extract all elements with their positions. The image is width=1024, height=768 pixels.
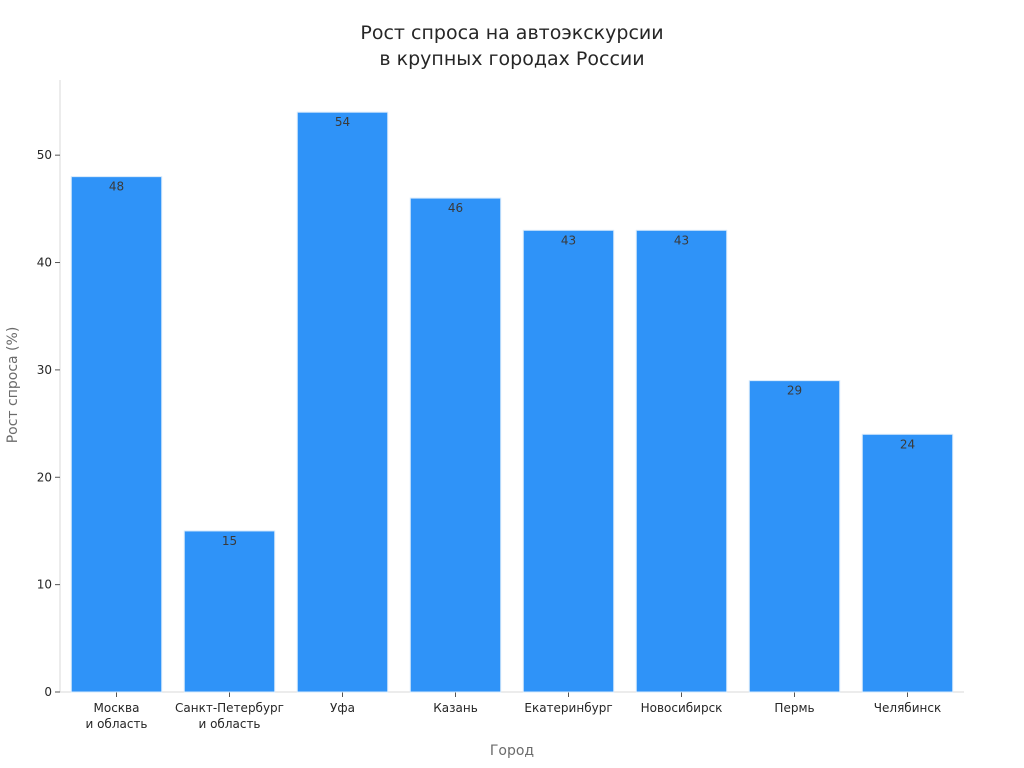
bar-value-label-4: 43 bbox=[561, 233, 576, 247]
y-tick-label-40: 40 bbox=[37, 256, 52, 270]
x-tick-label-4-line-0: Екатеринбург bbox=[524, 701, 612, 715]
y-tick-label-0: 0 bbox=[44, 685, 52, 699]
x-tick-label-1-line-1: и область bbox=[198, 717, 260, 731]
chart-title-line-1: Рост спроса на автоэкскурсии bbox=[360, 22, 664, 44]
y-axis-title: Рост спроса (%) bbox=[5, 327, 21, 444]
bar-4 bbox=[522, 229, 615, 693]
x-tick-label-0-line-0: Москва bbox=[94, 701, 140, 715]
x-tick-label-5-line-0: Новосибирск bbox=[641, 701, 723, 715]
x-tick-label-3-line-0: Казань bbox=[433, 701, 478, 715]
bar-2 bbox=[296, 111, 389, 693]
bar-value-label-6: 29 bbox=[787, 384, 802, 398]
bar-6 bbox=[748, 380, 841, 693]
bar-1 bbox=[183, 530, 276, 693]
x-tick-label-7-line-0: Челябинск bbox=[874, 701, 941, 715]
bar-value-label-3: 46 bbox=[448, 201, 463, 215]
bar-7 bbox=[861, 433, 954, 693]
bar-5 bbox=[635, 229, 728, 693]
y-tick-label-10: 10 bbox=[37, 578, 52, 592]
bar-3 bbox=[409, 197, 502, 693]
x-tick-label-6-line-0: Пермь bbox=[774, 701, 814, 715]
x-tick-label-2-line-0: Уфа bbox=[330, 701, 355, 715]
bar-value-label-2: 54 bbox=[335, 115, 350, 129]
bar-0 bbox=[70, 176, 163, 693]
y-axis-ticks: 0 10 20 30 40 50 bbox=[37, 148, 60, 699]
chart-title-line-2: в крупных городах России bbox=[379, 48, 645, 70]
y-tick-label-30: 30 bbox=[37, 363, 52, 377]
x-tick-label-0-line-1: и область bbox=[85, 717, 147, 731]
bar-value-label-1: 15 bbox=[222, 534, 237, 548]
x-tick-label-1-line-0: Санкт-Петербург bbox=[175, 701, 284, 715]
bars bbox=[70, 111, 954, 693]
x-axis-title: Город bbox=[490, 743, 534, 759]
y-tick-label-20: 20 bbox=[37, 470, 52, 484]
chart-title: Рост спроса на автоэкскурсии в крупных г… bbox=[0, 20, 1024, 72]
y-tick-label-50: 50 bbox=[37, 148, 52, 162]
bar-value-label-0: 48 bbox=[109, 180, 124, 194]
bar-data-labels: 48 15 54 46 43 43 29 24 bbox=[109, 115, 915, 548]
x-axis-ticks: Москва и область Санкт-Петербург и область У… bbox=[85, 692, 941, 731]
bar-value-label-5: 43 bbox=[674, 233, 689, 247]
bar-value-label-7: 24 bbox=[900, 437, 915, 451]
